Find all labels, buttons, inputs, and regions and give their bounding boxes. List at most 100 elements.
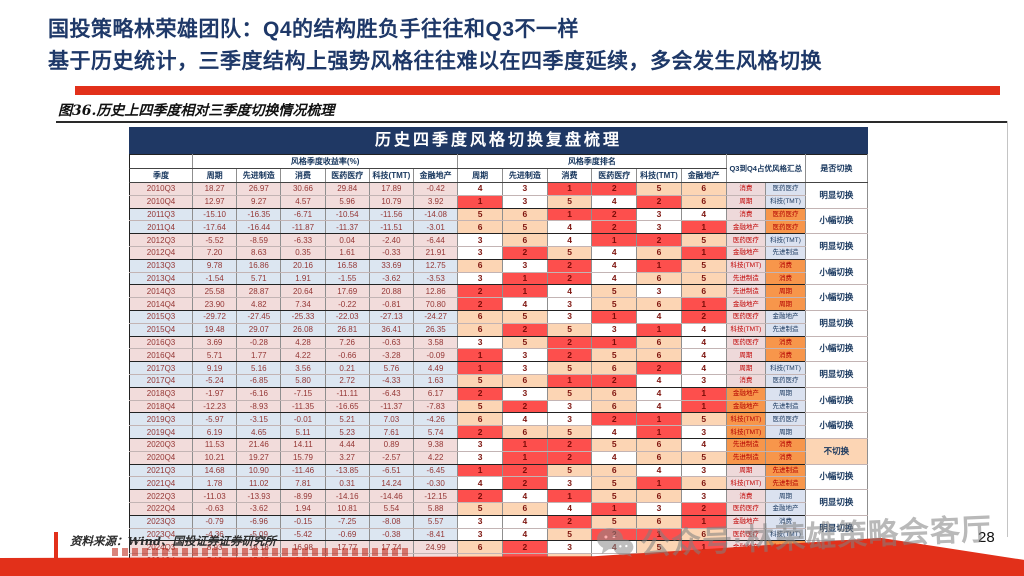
return-cell: 14.68 (192, 464, 238, 478)
frame-right-line (1007, 121, 1008, 537)
rank-cell: 5 (591, 348, 638, 363)
rank-cell: 3 (457, 438, 503, 452)
rank-cell: 3 (502, 259, 548, 273)
slide-title-line1: 国投策略林荣雄团队：Q4的结构胜负手往往和Q3不一样 (48, 18, 580, 41)
switch-cell: 小幅切换 (805, 208, 869, 235)
rank-cell: 4 (502, 412, 548, 427)
quarter-cell: 2017Q3 (129, 361, 193, 375)
return-cell: 14.24 (369, 476, 415, 491)
rank-cell: 2 (502, 400, 548, 414)
top-style-1-cell: 消费 (726, 208, 767, 222)
rank-cell: 4 (502, 489, 548, 503)
quarter-cell: 2012Q4 (129, 246, 193, 260)
return-cell: -11.56 (369, 208, 415, 222)
rank-cell: 1 (636, 323, 682, 337)
rank-cell: 1 (457, 195, 503, 209)
rank-cell: 4 (457, 182, 503, 196)
switch-cell: 小幅切换 (805, 259, 869, 286)
top-style-1-cell: 先进制造 (726, 272, 767, 286)
rank-cell: 4 (636, 387, 682, 401)
rank-cell: 2 (502, 464, 548, 478)
switch-cell: 明显切换 (805, 361, 869, 388)
return-cell: -3.62 (369, 272, 415, 286)
top-style-1-cell: 科技(TMT) (726, 476, 767, 491)
return-cell: 7.20 (192, 246, 238, 260)
return-cell: 9.19 (192, 361, 238, 375)
rank-cell: 6 (636, 489, 682, 503)
return-cell: 2.72 (325, 374, 370, 388)
top-style-1-cell: 先进制造 (726, 438, 767, 452)
rank-col-header: 科技(TMT) (636, 168, 682, 183)
return-cell: 9.27 (236, 195, 282, 209)
top-style-2-cell: 消费 (765, 451, 806, 465)
return-cell: -6.45 (413, 464, 459, 478)
return-cell: 10.90 (236, 464, 282, 478)
top-style-1-cell: 消费 (726, 374, 767, 388)
return-cell: -11.46 (280, 464, 326, 478)
table-row: 2022Q4 -0.63 -3.62 1.94 10.81 5.54 5.88 5 6 4 1 3 2 医… (129, 502, 868, 516)
quarter-cell: 2017Q4 (129, 374, 193, 388)
return-cell: -0.22 (325, 297, 370, 311)
return-cell: -27.13 (369, 310, 415, 324)
return-cell: 21.91 (413, 246, 459, 260)
switch-cell: 明显切换 (805, 489, 869, 516)
rank-cell: 2 (636, 361, 682, 375)
top-style-1-cell: 金融地产 (726, 387, 767, 401)
history-switch-table: 历史四季度风格切换复盘梳理 风格季度收益率(%) 风格季度排名 Q3到Q4占优风… (129, 127, 869, 567)
rank-cell: 3 (457, 336, 503, 350)
return-cell: -3.01 (413, 220, 459, 235)
rank-cell: 2 (547, 259, 593, 273)
rank-cell: 5 (547, 528, 593, 542)
top-style-1-cell: 消费 (726, 489, 767, 503)
rank-cell: 5 (591, 489, 638, 503)
return-cell: 3.92 (413, 195, 459, 209)
history-table: 风格季度收益率(%) 风格季度排名 Q3到Q4占优风格汇总 是否切换 季度 周期… (129, 154, 869, 567)
rank-cell: 5 (591, 438, 638, 452)
rank-cell: 4 (591, 195, 638, 209)
rank-cell: 3 (591, 323, 638, 337)
clipped-disclaimer-remnant (112, 548, 412, 556)
return-cell: 4.49 (413, 361, 459, 375)
return-cell: -11.37 (325, 220, 370, 235)
return-cell: 19.27 (236, 451, 282, 465)
top-style-2-cell: 医药医疗 (765, 220, 806, 235)
rank-cell: 5 (591, 284, 638, 299)
top-style-2-cell: 消费 (765, 336, 806, 350)
rank-cell: 4 (591, 246, 638, 260)
rank-cell: 4 (681, 348, 727, 363)
return-cell: 4.22 (280, 348, 326, 363)
rank-cell: 6 (457, 323, 503, 337)
return-cell: 25.58 (192, 284, 238, 299)
return-cell: -13.85 (325, 464, 370, 478)
rank-cell: 1 (636, 476, 682, 491)
rank-col-header: 金融地产 (681, 168, 727, 183)
table-body: 2010Q3 18.27 26.97 30.66 29.84 17.89 -0.42 4 3 1 2… (129, 182, 869, 567)
rank-cell: 3 (681, 464, 727, 478)
rank-cell: 1 (636, 425, 682, 439)
rank-cell: 2 (591, 220, 638, 235)
table-row: 2011Q4 -17.64 -16.44 -11.87 -11.37 -11.51 -3.0… (129, 220, 868, 235)
return-cell: 12.75 (413, 259, 459, 273)
page-number: 28 (978, 529, 995, 546)
table-row: 2021Q3 14.68 10.90 -11.46 -13.85 -6.51 -6.45 1 2… (129, 464, 869, 491)
top-style-1-cell: 医药医疗 (726, 336, 767, 350)
rank-cell: 1 (681, 297, 727, 311)
return-cell: -0.63 (192, 502, 238, 516)
top-style-1-cell: 科技(TMT) (726, 425, 767, 439)
return-cell: -12.15 (413, 489, 459, 503)
returns-col-header: 医药医疗 (325, 168, 370, 183)
top-style-2-cell: 科技(TMT) (765, 233, 806, 247)
rank-cell: 3 (681, 489, 727, 503)
figure-caption: 图36.历史上四季度相对三季度切换情况梳理 (58, 103, 335, 119)
top-style-2-cell: 医药医疗 (765, 182, 806, 196)
rank-cell: 2 (502, 246, 548, 260)
top-style-1-cell: 周期 (726, 464, 767, 478)
rank-cell: 2 (547, 515, 593, 529)
rank-cell: 1 (547, 489, 593, 503)
rank-cell: 6 (591, 464, 638, 478)
top-style-2-cell: 医药医疗 (765, 412, 806, 427)
top-style-1-cell: 金融地产 (726, 220, 767, 235)
rank-cell: 1 (547, 182, 593, 196)
rank-cell: 3 (636, 502, 682, 516)
return-cell: -11.35 (280, 400, 326, 414)
